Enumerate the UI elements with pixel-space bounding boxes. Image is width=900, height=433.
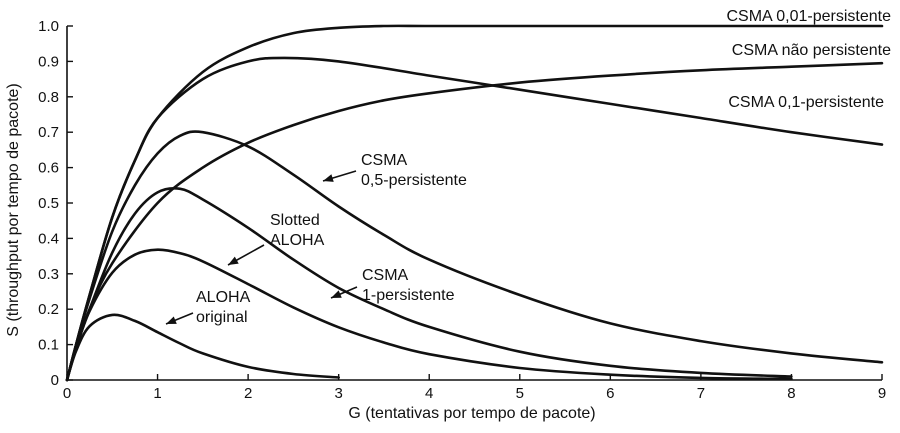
- curve-label: CSMA não persistente: [732, 42, 891, 59]
- x-tick-label: 3: [334, 385, 342, 402]
- curve-label: CSMA 0,1-persistente: [728, 94, 884, 111]
- label-arrowhead: [331, 290, 342, 298]
- curve-label-line: CSMA não persistente: [732, 42, 891, 59]
- label-arrowhead: [166, 316, 177, 324]
- y-tick-label: 0.8: [38, 89, 59, 106]
- curve-label-line: CSMA 0,01-persistente: [726, 8, 891, 25]
- curve-label: CSMA 1-persistente: [362, 267, 455, 304]
- x-tick-label: 4: [425, 385, 433, 402]
- y-tick-label: 0.6: [38, 160, 59, 177]
- x-tick-label: 8: [787, 385, 795, 402]
- y-tick-label: 0: [51, 372, 59, 389]
- y-tick-label: 0.7: [38, 124, 59, 141]
- y-tick-label: 0.5: [38, 195, 59, 212]
- x-axis-title: G (tentativas por tempo de pacote): [348, 405, 595, 422]
- curve-label-line: CSMA: [361, 152, 408, 169]
- x-tick-label: 9: [878, 385, 886, 402]
- x-tick-label: 5: [516, 385, 524, 402]
- label-arrowhead: [228, 256, 239, 265]
- y-tick-label: 0.4: [38, 230, 59, 247]
- x-tick-label: 1: [153, 385, 161, 402]
- y-axis-title: S (throughput por tempo de pacote): [5, 83, 22, 337]
- x-tick-label: 0: [63, 385, 71, 402]
- series-line-csma-0-01-persistente: [65, 24, 884, 382]
- curve-label-line: original: [196, 309, 248, 326]
- curve-label-line: 0,5-persistente: [361, 172, 467, 189]
- curve-label-line: ALOHA: [270, 232, 325, 249]
- curve-label-line: CSMA 0,1-persistente: [728, 94, 884, 111]
- series-line-slotted-aloha: [65, 248, 793, 382]
- plot-area: 0 1 2 3 4 5 6 7 8 9 0 0.1 0.2 0.3 0.4 0.5 0.6 0.7 0.8 0.9 1.…: [38, 8, 891, 402]
- y-tick-label: 1.0: [38, 18, 59, 35]
- curve-label-line: ALOHA: [196, 289, 251, 306]
- series-line-csma-0-5-persistente: [65, 130, 884, 382]
- x-tick-label: 6: [606, 385, 614, 402]
- y-tick-label: 0.1: [38, 337, 59, 354]
- curve-label: ALOHA original: [196, 289, 251, 326]
- series-line-aloha-original: [65, 313, 340, 382]
- series-line-csma-n-o-persistente: [65, 61, 884, 382]
- curve-label-line: 1-persistente: [362, 287, 455, 304]
- curve-label: Slotted ALOHA: [270, 212, 325, 249]
- series-line-csma-1-persistente: [65, 187, 793, 382]
- x-tick-label: 2: [244, 385, 252, 402]
- x-tick-label: 7: [697, 385, 705, 402]
- y-tick-label: 0.9: [38, 53, 59, 70]
- y-tick-label: 0.2: [38, 301, 59, 318]
- label-arrowhead: [323, 174, 334, 182]
- curve-label-line: CSMA: [362, 267, 409, 284]
- series-line-csma-0-1-persistente: [65, 56, 884, 382]
- curve-label: CSMA 0,01-persistente: [726, 8, 891, 25]
- y-tick-label: 0.3: [38, 266, 59, 283]
- curve-label-line: Slotted: [270, 212, 320, 229]
- curve-label: CSMA 0,5-persistente: [361, 152, 467, 189]
